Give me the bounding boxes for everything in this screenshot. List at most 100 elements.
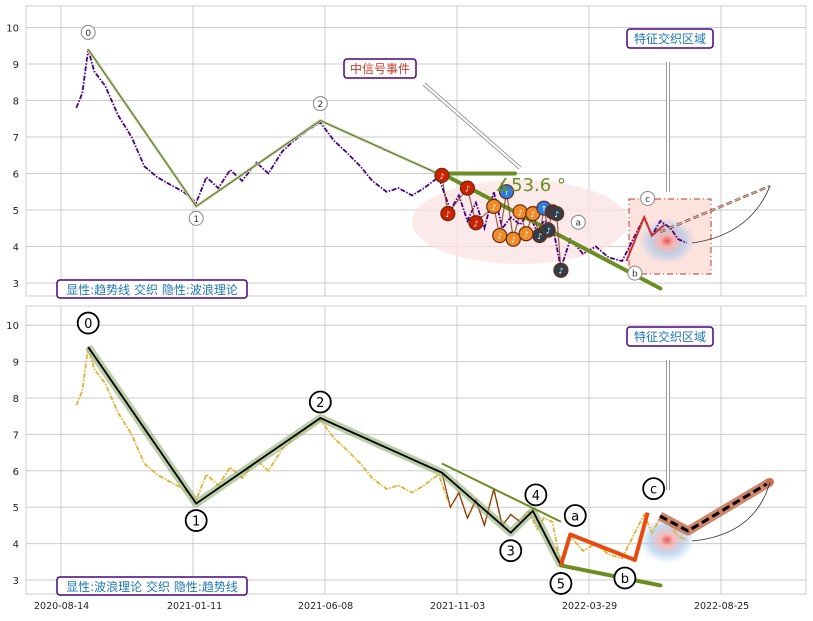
x-tick-label: 2021-06-08 <box>298 601 353 612</box>
bottom-zigzag <box>441 472 521 528</box>
bottom-wave-label-text: b <box>621 572 629 587</box>
wave-label-text: 0 <box>85 29 91 39</box>
price-series-line <box>75 49 688 269</box>
signal-marker-glyph: ↑ <box>541 205 548 214</box>
y-tick-label: 9 <box>13 358 19 369</box>
top-region-callout-box <box>626 28 714 49</box>
signal-marker-glyph: ♪ <box>558 267 563 276</box>
signal-callout-box <box>343 58 417 79</box>
wave-label-circle <box>80 24 96 40</box>
signal-marker <box>459 180 475 196</box>
signal-marker <box>505 231 521 247</box>
signal-rise-segment <box>625 214 666 262</box>
wave-label-circle <box>570 214 586 230</box>
y-tick-label: 7 <box>13 133 19 144</box>
bottom-wave-label-circle <box>499 539 523 563</box>
wave-label-text: 2 <box>317 100 323 110</box>
wave-label-text: b <box>632 270 638 280</box>
signal-marker <box>498 184 515 200</box>
signal-marker-glyph: ♪ <box>465 185 470 194</box>
signal-marker-glyph: ♪ <box>518 208 523 217</box>
signal-marker-glyph: ♪ <box>554 210 559 219</box>
y-tick-label: 3 <box>13 576 19 587</box>
y-tick-label: 8 <box>13 97 19 108</box>
signal-marker <box>468 215 484 231</box>
wave-label-circle <box>188 210 204 226</box>
bottom-wave-label-text: a <box>571 510 579 525</box>
bottom-wave-label-circle <box>308 390 332 414</box>
x-tick-label: 2021-11-03 <box>430 601 485 612</box>
y-tick-label: 10 <box>6 24 19 35</box>
wave-label-text: 1 <box>193 215 199 225</box>
bottom-wave-label-text: 4 <box>532 489 540 504</box>
bottom-region-callout-text: 特征交织区域 <box>634 329 706 344</box>
bottom-corner-label-box <box>56 576 248 596</box>
signal-marker-glyph: ♪ <box>491 203 496 212</box>
signal-marker-glyph: ♪ <box>530 210 535 219</box>
bottom-wave-label-text: 1 <box>192 515 200 530</box>
bottom-trendline-upper <box>441 462 562 523</box>
signal-marker <box>434 167 450 183</box>
bottom-wave-line <box>87 346 562 566</box>
signal-marker <box>486 198 502 214</box>
y-tick-label: 7 <box>13 430 19 441</box>
wave-label-circle <box>312 96 328 112</box>
x-tick-label: 2020-08-14 <box>34 601 89 612</box>
signal-callout-text: 中信号事件 <box>350 61 410 76</box>
wave-label-circle <box>627 265 643 281</box>
signal-marker-glyph: ♪ <box>473 219 478 228</box>
y-tick-label: 6 <box>13 467 19 478</box>
y-tick-label: 9 <box>13 60 19 71</box>
bottom-wave-label-circle <box>76 311 100 335</box>
top-corner-label-box <box>56 279 248 299</box>
bottom-wave-label-text: 2 <box>316 396 324 411</box>
bottom-wave-label-circle <box>184 509 208 532</box>
top-region-callout-text: 特征交织区域 <box>634 31 706 46</box>
signal-glow <box>639 218 695 264</box>
signal-marker-glyph: ♪ <box>497 232 502 241</box>
bottom-price-series-line <box>75 346 688 566</box>
signal-marker-glyph: ♪ <box>445 210 450 219</box>
y-tick-label: 3 <box>13 279 19 290</box>
bottom-trendline-lower <box>558 563 663 588</box>
x-tick-label: 2022-03-29 <box>562 601 617 612</box>
bottom-projection-dash <box>659 480 771 533</box>
bottom-wave-label-circle <box>549 572 573 595</box>
y-tick-label: 4 <box>13 243 19 254</box>
y-tick-label: 5 <box>13 503 19 514</box>
bottom-wave-label-circle <box>613 566 637 590</box>
bottom-wave-label-circle <box>524 483 548 507</box>
signal-marker <box>540 222 556 238</box>
x-tick-label: 2022-08-25 <box>694 601 749 612</box>
projection-arc <box>691 185 771 244</box>
y-tick-label: 6 <box>13 170 19 181</box>
signal-marker-glyph: ♪ <box>537 232 542 241</box>
signal-callout-arrow <box>423 83 521 169</box>
bottom-panel-marks: 0 1 2 3 4 5 a b c <box>75 311 774 595</box>
y-tick-label: 4 <box>13 540 19 551</box>
wave-label-text: c <box>645 195 650 205</box>
x-tick-label: 2021-01-11 <box>167 601 222 612</box>
signal-marker-glyph: ♪ <box>524 230 529 239</box>
bottom-correction-path <box>559 512 650 567</box>
signal-marker-glyph: ♪ <box>439 172 444 181</box>
bottom-wave-label-text: 5 <box>557 577 565 592</box>
signal-marker-glyph: ♪ <box>511 236 516 245</box>
top-corner-label: 显性:趋势线 交织 隐性:波浪理论 <box>66 282 238 297</box>
signal-marker <box>553 262 569 278</box>
signal-marker-glyph: ♪ <box>546 227 551 236</box>
bottom-wave-label-text: c <box>650 483 657 498</box>
y-tick-label: 10 <box>6 321 19 332</box>
signal-marker-glyph: ↑ <box>503 188 510 197</box>
y-tick-label: 8 <box>13 394 19 405</box>
bottom-corner-label: 显性:波浪理论 交织 隐性:趋势线 <box>66 579 238 594</box>
bottom-wave-label-circle <box>642 477 666 501</box>
bottom-wave-label-circle <box>563 504 587 527</box>
bottom-wave-label-text: 0 <box>84 317 92 332</box>
signal-marker <box>440 206 456 222</box>
